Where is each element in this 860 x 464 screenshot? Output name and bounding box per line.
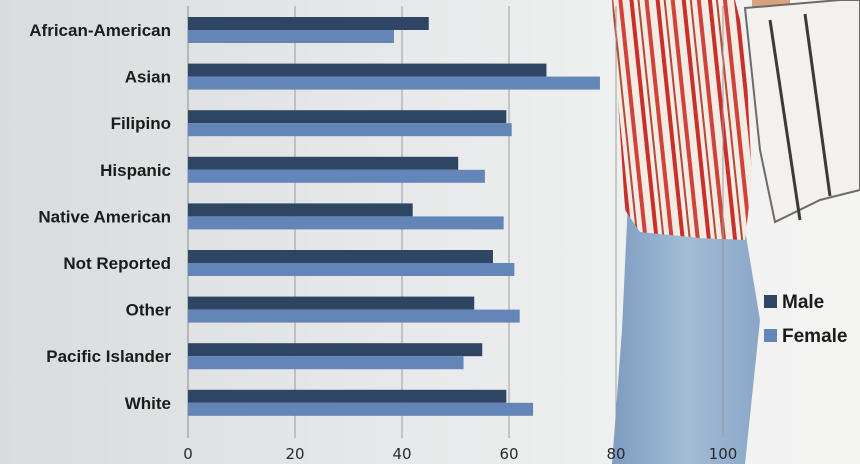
legend-label-female: Female <box>782 326 847 347</box>
legend-swatch-female <box>764 329 777 342</box>
book-edge <box>768 13 832 221</box>
bar-male <box>188 110 507 124</box>
x-tick-label: 40 <box>392 445 411 463</box>
x-tick-label: 20 <box>285 445 304 463</box>
category-label: Asian <box>125 68 171 87</box>
category-label: Pacific Islander <box>46 347 171 366</box>
category-label: African-American <box>29 21 171 40</box>
bar-male <box>188 296 475 310</box>
x-tick-label: 80 <box>606 445 625 463</box>
bar-female <box>188 402 534 416</box>
category-label: Filipino <box>111 114 171 133</box>
bar-female <box>188 30 394 43</box>
bar-male <box>188 203 413 217</box>
category-label: White <box>125 394 171 413</box>
category-label: Hispanic <box>100 161 171 180</box>
bar-male <box>188 63 547 77</box>
shirt-shape <box>612 0 752 240</box>
category-label: Not Reported <box>63 254 171 273</box>
bar-female <box>188 216 504 230</box>
bar-male <box>188 343 483 357</box>
legend: Male Female <box>764 292 847 347</box>
bar-female <box>188 263 515 276</box>
books-shape <box>743 0 860 224</box>
bar-male <box>188 250 493 263</box>
bars <box>188 17 600 416</box>
category-labels: African-American Asian Filipino Hispanic Nat… <box>29 21 171 413</box>
bar-female <box>188 309 520 323</box>
background-photo <box>612 0 860 464</box>
x-tick-label: 0 <box>183 445 193 463</box>
bar-female <box>188 356 464 370</box>
category-label: Other <box>126 301 172 320</box>
x-tick-label: 100 <box>709 445 738 463</box>
bar-male <box>188 156 459 170</box>
bar-male <box>188 17 429 30</box>
x-tick-label: 60 <box>499 445 518 463</box>
legend-label-male: Male <box>782 292 824 313</box>
bar-female <box>188 123 512 137</box>
bar-male <box>188 389 507 403</box>
bar-female <box>188 169 485 183</box>
bar-female <box>188 76 600 90</box>
category-label: Native American <box>38 207 171 226</box>
legend-swatch-male <box>764 295 777 308</box>
tick-labels: 0 20 40 60 80 100 <box>183 445 737 463</box>
